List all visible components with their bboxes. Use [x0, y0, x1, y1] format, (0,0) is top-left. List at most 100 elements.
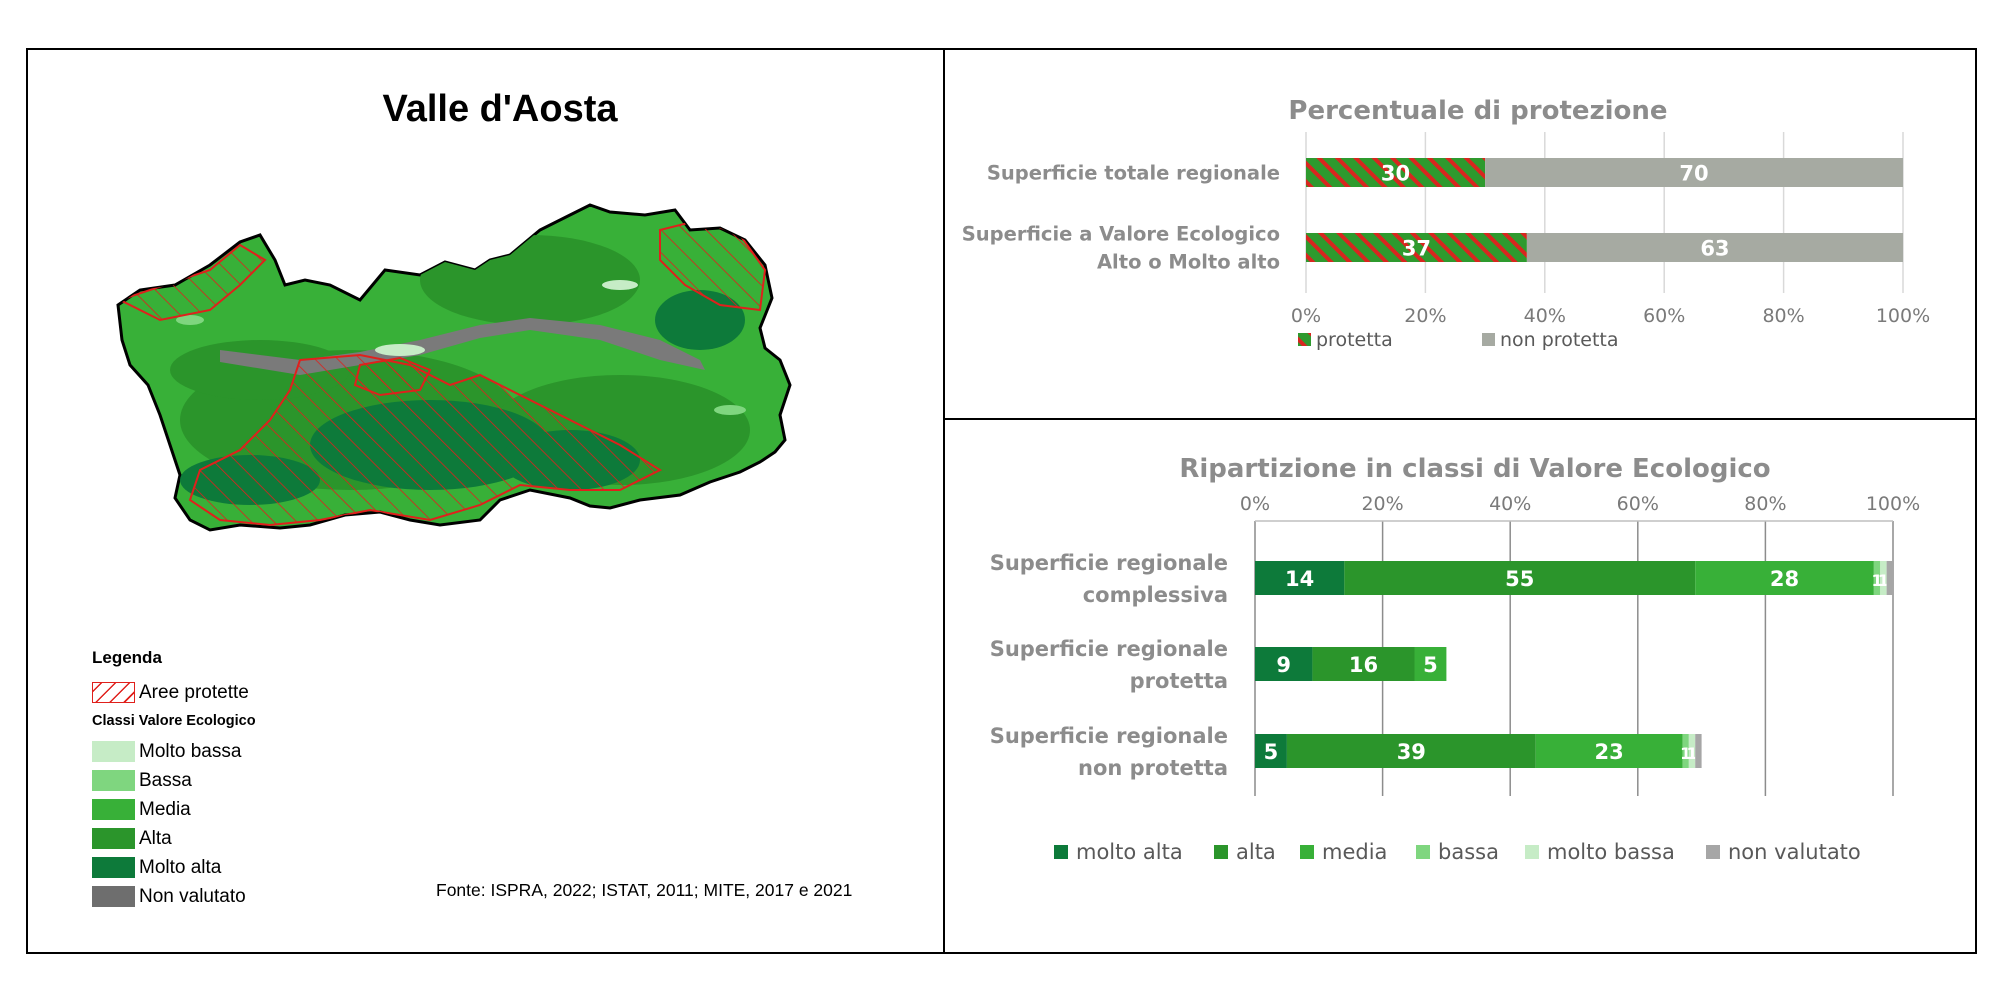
data-label: 63 [1700, 237, 1729, 261]
data-label: 1 [1878, 571, 1889, 590]
legend-label: media [1322, 840, 1387, 864]
bar-segment [1695, 561, 1874, 595]
bar-segment [1880, 561, 1887, 595]
category-label: Superficie regionale [990, 637, 1228, 661]
bar-segment [1535, 734, 1683, 768]
data-label: 39 [1397, 740, 1426, 764]
x-tick-label: 40% [1524, 305, 1566, 327]
x-tick-label: 20% [1404, 305, 1446, 327]
data-label: 5 [1264, 740, 1279, 764]
legend-label: molto bassa [1547, 840, 1675, 864]
bar-segment [1306, 233, 1527, 262]
x-tick-label: 20% [1361, 493, 1403, 515]
bar-segment [1526, 233, 1903, 262]
data-label: 23 [1594, 740, 1623, 764]
legend-item-media: Media [92, 795, 256, 824]
data-label: 16 [1349, 653, 1378, 677]
legend-item-protected: Aree protette [92, 678, 256, 707]
region-map [116, 203, 792, 532]
bar-segment [1344, 561, 1696, 595]
bar-segment [1255, 734, 1287, 768]
legend-label: bassa [1438, 840, 1499, 864]
legend-swatch [92, 857, 135, 878]
bar-segment [1312, 647, 1415, 681]
legend-item-molto-alta: Molto alta [92, 853, 256, 882]
vertical-divider [943, 48, 945, 954]
category-label: Superficie totale regionale [987, 162, 1280, 185]
data-label: 37 [1402, 237, 1431, 261]
data-label: 1 [1871, 571, 1882, 590]
legend-title: Legenda [92, 648, 162, 667]
bar-segment [1695, 734, 1702, 768]
x-tick-label: 60% [1643, 305, 1685, 327]
map-title: Valle d'Aosta [382, 88, 618, 130]
x-tick-label: 40% [1489, 493, 1531, 515]
legend-label: Molto alta [139, 856, 222, 878]
legend-label: Alta [139, 827, 172, 849]
legend-label: protetta [1316, 329, 1393, 351]
legend-label: non protetta [1500, 329, 1619, 351]
legend-swatch [92, 770, 135, 791]
figure-frame [26, 48, 1977, 954]
data-label: 30 [1381, 162, 1410, 186]
category-label: non protetta [1078, 756, 1228, 780]
legend-swatch [92, 828, 135, 849]
x-tick-label: 80% [1744, 493, 1786, 515]
data-label: 55 [1505, 567, 1534, 591]
category-label: protetta [1130, 669, 1228, 693]
category-label: Superficie regionale [990, 551, 1228, 575]
legend-swatch [92, 741, 135, 762]
x-tick-label: 0% [1291, 305, 1321, 327]
legend-swatch [1054, 845, 1068, 859]
legend-label: alta [1236, 840, 1276, 864]
legend-item-alta: Alta [92, 824, 256, 853]
region-shape [116, 203, 792, 532]
legend-swatch [92, 799, 135, 820]
source-note: Fonte: ISPRA, 2022; ISTAT, 2011; MITE, 2… [436, 880, 853, 900]
legend-swatch [92, 886, 135, 907]
legend-item-bassa: Bassa [92, 766, 256, 795]
legend-swatch [1300, 845, 1314, 859]
x-tick-label: 0% [1240, 493, 1270, 515]
bar-segment [1255, 647, 1313, 681]
legend-swatch [1214, 845, 1228, 859]
legend-label: Media [139, 798, 191, 820]
map-legend: Legenda Aree protette Classi Valore Ecol… [92, 648, 256, 911]
data-label: 5 [1423, 653, 1438, 677]
data-label: 1 [1686, 744, 1697, 763]
bar-segment [1414, 647, 1447, 681]
legend-label: Bassa [139, 769, 192, 791]
legend-classes-title: Classi Valore Ecologico [92, 713, 256, 729]
x-tick-label: 100% [1866, 493, 1920, 515]
legend-label: Molto bassa [139, 740, 242, 762]
legend-item-molto-bassa: Molto bassa [92, 737, 256, 766]
legend-swatch [1525, 845, 1539, 859]
category-label: Superficie regionale [990, 724, 1228, 748]
category-label: Superficie a Valore Ecologico [962, 223, 1280, 246]
protection-chart: Percentuale di protezione 30 70 37 63 Super… [962, 96, 1930, 351]
x-tick-label: 80% [1762, 305, 1804, 327]
legend-swatch [1298, 333, 1311, 346]
legend-label: non valutato [1728, 840, 1861, 864]
bar-segment [1306, 158, 1486, 187]
bar-segment [1255, 561, 1345, 595]
data-label: 70 [1679, 162, 1708, 186]
bar-segment [1485, 158, 1903, 187]
data-label: 9 [1276, 653, 1291, 677]
bar-segment [1873, 561, 1881, 595]
category-label: Alto o Molto alto [1097, 251, 1280, 274]
chart-title: Percentuale di protezione [1288, 96, 1667, 126]
bar-segment [1688, 734, 1696, 768]
legend-label: molto alta [1076, 840, 1183, 864]
bar-segment [1886, 561, 1893, 595]
data-label: 14 [1285, 567, 1314, 591]
data-label: 28 [1770, 567, 1799, 591]
data-label: 1 [1680, 744, 1691, 763]
legend-label: Aree protette [139, 681, 249, 703]
x-tick-label: 100% [1876, 305, 1930, 327]
horizontal-divider [943, 418, 1977, 420]
x-tick-label: 60% [1617, 493, 1659, 515]
legend-swatch [1706, 845, 1720, 859]
chart-title: Ripartizione in classi di Valore Ecologi… [1179, 454, 1770, 484]
